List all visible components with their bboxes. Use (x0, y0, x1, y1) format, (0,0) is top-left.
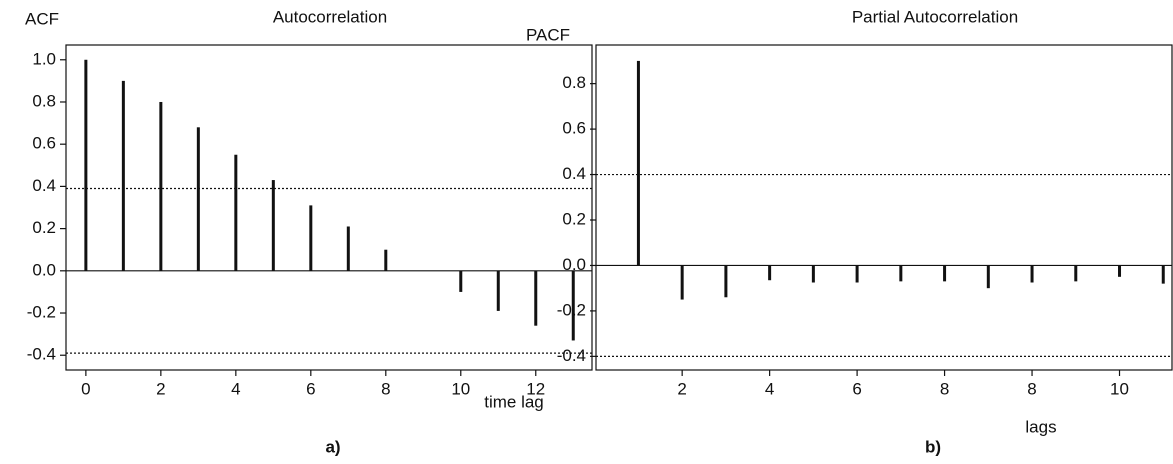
bar (899, 265, 903, 282)
caption: a) (325, 437, 340, 456)
x-tick-label: 8 (381, 379, 390, 398)
y-tick-label: 0.6 (562, 119, 586, 138)
y-tick-label: 0.2 (32, 218, 56, 237)
y-tick-label: -0.2 (557, 300, 586, 319)
bar (121, 80, 125, 271)
bar (534, 270, 538, 326)
bar (811, 265, 815, 283)
bar (159, 101, 163, 271)
bar (636, 60, 640, 266)
y-tick-label: -0.4 (27, 345, 56, 364)
bar (571, 270, 575, 341)
bar (234, 154, 238, 271)
bar (943, 265, 947, 282)
y-tick-label: 0.8 (32, 91, 56, 110)
bar (1161, 265, 1165, 284)
y-tick-label: 0.0 (562, 255, 586, 274)
x-tick-label: 8 (1027, 379, 1036, 398)
bar (1030, 265, 1034, 283)
bar (768, 265, 772, 281)
corner-label: PACF (526, 25, 570, 44)
y-tick-label: 0.8 (562, 73, 586, 92)
plot-frame (595, 44, 1173, 371)
bar (855, 265, 859, 283)
y-tick-label: 0.6 (32, 134, 56, 153)
bar (1074, 265, 1078, 282)
x-tick-label: 4 (231, 379, 240, 398)
y-axis-label: ACF (25, 9, 59, 28)
x-tick-label: 6 (852, 379, 861, 398)
chart-title: Autocorrelation (273, 7, 387, 26)
x-tick-label: 10 (451, 379, 470, 398)
x-tick-label: 2 (156, 379, 165, 398)
x-axis-label: lags (1025, 417, 1056, 436)
x-tick-label: 4 (765, 379, 774, 398)
plot-frame (65, 44, 593, 371)
bar (496, 270, 500, 311)
bar (309, 205, 313, 271)
caption: b) (925, 437, 941, 456)
bar (384, 249, 388, 271)
bar (271, 180, 275, 271)
x-tick-label: 10 (1110, 379, 1129, 398)
y-tick-label: 1.0 (32, 49, 56, 68)
y-tick-label: 0.0 (32, 260, 56, 279)
x-tick-label: 6 (306, 379, 315, 398)
y-tick-label: 0.4 (32, 176, 56, 195)
y-tick-label: -0.2 (27, 303, 56, 322)
bar (1118, 265, 1122, 277)
x-tick-label: 2 (677, 379, 686, 398)
bar (459, 270, 463, 292)
bar (986, 265, 990, 289)
bar (680, 265, 684, 300)
y-tick-label: 0.4 (562, 164, 586, 183)
bar (724, 265, 728, 298)
x-axis-label: time lag (484, 392, 544, 411)
chart-title: Partial Autocorrelation (852, 7, 1018, 26)
bar (346, 226, 350, 271)
x-tick-label: 0 (81, 379, 90, 398)
bar (196, 127, 200, 271)
y-tick-label: -0.4 (557, 346, 586, 365)
x-tick-label: 12 (526, 379, 545, 398)
y-tick-label: 0.2 (562, 209, 586, 228)
x-tick-label: 8 (940, 379, 949, 398)
bar (84, 59, 88, 271)
